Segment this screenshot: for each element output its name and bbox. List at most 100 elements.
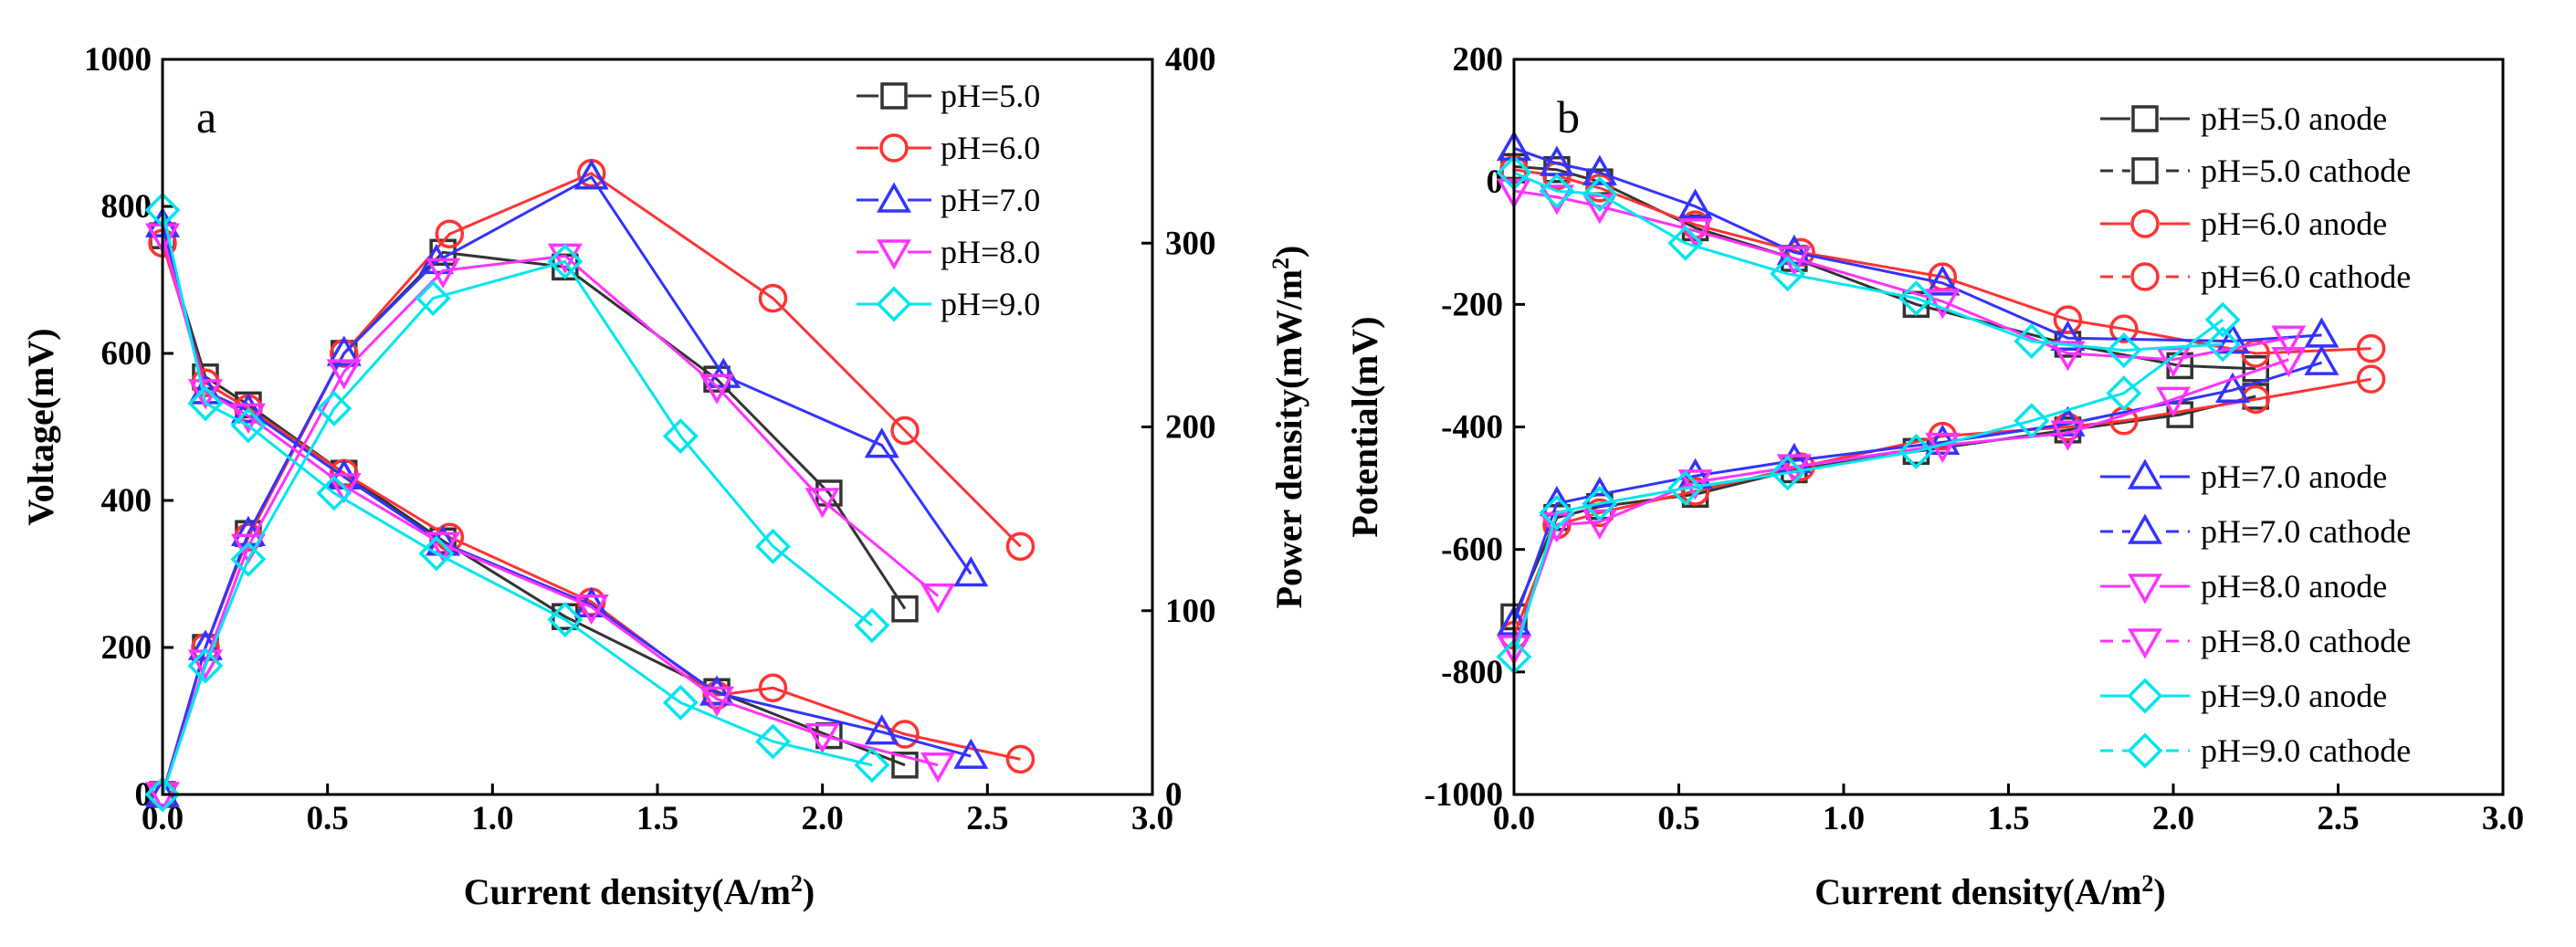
legend-marker-ph-6-0-cathode: [2130, 262, 2160, 291]
data-point-ph-9-0-a-power: [662, 418, 699, 455]
data-point-ph-9-0-cathode-b: [2013, 323, 2050, 360]
x-tick-label-b: 2.5: [2317, 800, 2359, 837]
series-line-ph-7-0-a-voltage: [161, 224, 972, 758]
series-ph-9-0-a: [144, 192, 890, 813]
panel-label-a: a: [196, 91, 216, 142]
legend-label-ph-5-0: pH=5.0: [941, 78, 1040, 114]
x-tick-label-a: 1.5: [636, 800, 678, 837]
series-ph-9-0-anode-b: [1496, 301, 2241, 675]
y-tick-label-b: -400: [1441, 409, 1503, 447]
data-point-ph-9-0-a-power: [187, 647, 224, 684]
x-axis-title-a: Current density(A/m2): [464, 870, 815, 912]
legend-marker-ph-9-0-cathode: [2127, 732, 2163, 769]
data-point-ph-6-0-cathode-b: [2356, 333, 2386, 363]
data-point-ph-7-0-a-power: [326, 335, 362, 366]
data-point-ph-9-0-anode-b: [2013, 403, 2050, 439]
chart-a: 0.0 0.5 1.0 1.5 2.0 2.5 3.00200400600800100001…: [20, 41, 1309, 912]
data-point-ph-8-0-a-voltage: [326, 473, 362, 504]
series-line-ph-6-0-a-voltage: [161, 242, 1021, 761]
data-point-ph-7-0-anode-b: [2304, 344, 2339, 375]
data-point-ph-6-0-a-voltage: [1005, 744, 1036, 774]
data-point-ph-6-0-a-voltage: [758, 673, 788, 703]
series-line-ph-9-0-anode-b: [1512, 318, 2224, 658]
data-point-ph-8-0-cathode-b: [2050, 341, 2086, 372]
x-tick-label-b: 1.0: [1823, 800, 1865, 837]
legend-label-ph-9-0: pH=9.0: [941, 286, 1040, 322]
data-point-ph-7-0-anode-b: [2214, 372, 2250, 403]
data-point-ph-6-0-cathode-b: [2053, 305, 2083, 334]
legend-marker-bg-ph-9-0-cathode: [2130, 738, 2160, 763]
panel-label-b: b: [1557, 91, 1580, 142]
legend-marker-ph-9-0-anode: [2127, 678, 2163, 714]
data-point-ph-7-0-cathode-b: [1677, 188, 1713, 219]
data-point-ph-7-0-a-voltage: [699, 675, 735, 706]
data-point-ph-9-0-a-power: [415, 280, 451, 317]
data-point-ph-7-0-a-power: [144, 776, 181, 807]
data-point-ph-8-0-anode-b: [2271, 346, 2307, 378]
legend-marker-ph-7-0-cathode: [2127, 513, 2163, 544]
y-axis-title-b: Potential(mV): [1344, 316, 1385, 537]
data-point-ph-9-0-cathode-b: [2204, 326, 2241, 363]
legend-marker-ph-6-0: [879, 133, 909, 163]
legend-label-ph-8-0-anode: pH=8.0 anode: [2201, 568, 2387, 605]
data-point-ph-7-0-a-power: [864, 427, 899, 458]
y-axis-title-left-a: Voltage(mV): [20, 328, 61, 525]
data-point-ph-7-0-a-power: [573, 159, 609, 190]
series-line-ph-5-0-a-power: [161, 250, 907, 795]
y-tick-label-left-a: 600: [101, 335, 152, 373]
data-point-ph-8-0-a-power: [326, 359, 362, 390]
data-point-ph-5-0-cathode-b: [2242, 355, 2269, 383]
data-point-ph-8-0-a-voltage: [426, 531, 461, 563]
legend-marker-bg-ph-9-0: [878, 291, 908, 317]
legend-marker-bg-ph-5-0-anode: [2130, 106, 2160, 132]
data-point-ph-6-0-a-power: [890, 416, 920, 446]
legend-label-ph-9-0-cathode: pH=9.0 cathode: [2201, 732, 2411, 769]
data-point-ph-8-0-a-voltage: [699, 686, 735, 717]
legend-label-ph-5-0-cathode: pH=5.0 cathode: [2201, 153, 2411, 189]
data-point-ph-8-0-a-voltage: [920, 752, 956, 784]
y-tick-label-right-a: 300: [1165, 225, 1216, 262]
legend-marker-ph-9-0: [876, 286, 912, 322]
data-point-ph-8-0-a-voltage: [573, 594, 609, 626]
legend-label-ph-5-0-anode: pH=5.0 anode: [2201, 100, 2387, 137]
y-tick-label-b: -1000: [1425, 776, 1503, 814]
legend-label-ph-7-0: pH=7.0: [941, 182, 1040, 218]
y-tick-label-b: -200: [1441, 286, 1503, 323]
data-point-ph-8-0-anode-b: [2155, 386, 2192, 417]
x-tick-label-b: 2.0: [2152, 800, 2194, 837]
data-point-ph-9-0-cathode-b: [1770, 256, 1806, 292]
legend-marker-bg-ph-8-0-cathode: [2130, 628, 2160, 654]
plot-frame-a: [161, 58, 1154, 796]
data-point-ph-9-0-a-voltage: [754, 723, 791, 760]
data-point-ph-9-0-a-voltage: [662, 684, 699, 721]
data-point-ph-6-0-anode-b: [2241, 384, 2270, 415]
legend-label-ph-8-0: pH=8.0: [941, 234, 1040, 270]
x-tick-label-b: 3.0: [2482, 800, 2524, 837]
data-point-ph-9-0-cathode-b: [1667, 225, 1704, 261]
series-line-ph-7-0-a-power: [161, 174, 973, 795]
y-tick-label-right-a: 100: [1165, 593, 1216, 630]
x-tick-label-a: 0.5: [307, 800, 349, 837]
data-point-ph-9-0-a-power: [754, 528, 791, 564]
data-point-ph-9-0-a-power: [230, 541, 267, 577]
x-tick-label-b: 0.0: [1493, 800, 1535, 837]
legend-label-ph-6-0-anode: pH=6.0 anode: [2201, 205, 2387, 242]
data-point-ph-9-0-anode-b: [1770, 455, 1806, 491]
data-point-ph-9-0-cathode-b: [2106, 332, 2142, 369]
data-point-ph-7-0-anode-b: [1582, 476, 1617, 508]
data-point-ph-7-0-cathode-b: [1925, 265, 1961, 296]
data-point-ph-8-0-cathode-b: [1925, 289, 1961, 320]
data-point-ph-7-0-cathode-b: [2304, 317, 2339, 348]
series-line-ph-9-0-cathode-b: [1513, 171, 2224, 352]
legend-marker-bg-ph-5-0-cathode: [2130, 158, 2160, 184]
data-point-ph-9-0-anode-b: [2106, 375, 2142, 412]
series-line-ph-5-0-a-voltage: [161, 235, 906, 767]
data-point-ph-8-0-a-power: [699, 374, 735, 405]
data-point-ph-9-0-a-voltage: [418, 535, 455, 572]
series-line-ph-8-0-anode-b: [1512, 358, 2289, 648]
data-point-ph-9-0-a-power: [144, 776, 181, 813]
data-point-ph-5-0-a-voltage: [891, 752, 919, 779]
series-line-ph-8-0-cathode-b: [1513, 189, 2289, 362]
data-point-ph-8-0-a-voltage: [804, 722, 840, 754]
